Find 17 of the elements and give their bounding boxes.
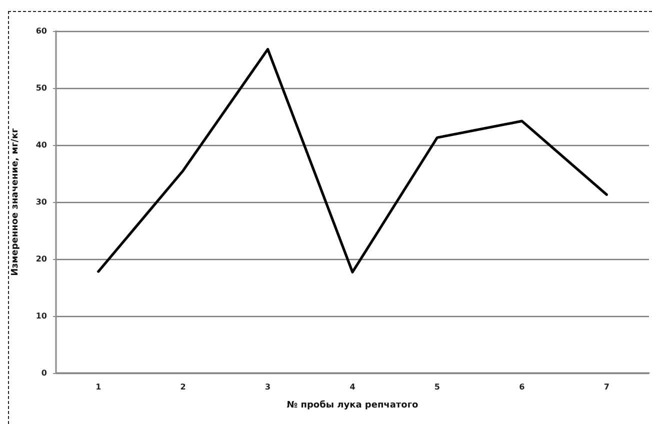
y-tick-label: 30	[36, 198, 48, 206]
x-tick-label: 3	[264, 382, 271, 392]
y-tick-label: 50	[36, 84, 48, 92]
x-tick-label: 2	[180, 382, 186, 392]
y-tick-label: 0	[41, 368, 48, 378]
x-tick-label: 1	[96, 382, 102, 392]
y-tick-label: 20	[36, 254, 48, 264]
line-series	[97, 48, 608, 274]
y-tick-label: 40	[36, 140, 48, 150]
y-tick-label: 60	[36, 26, 48, 36]
y-axis-title: Измеренное значение, мг/кг	[10, 128, 20, 276]
x-axis-title: № пробы лука репчатого	[286, 400, 418, 410]
x-tick-label: 6	[519, 382, 526, 392]
x-tick-label: 7	[604, 382, 610, 392]
y-tick-label: 10	[36, 312, 48, 320]
x-tick-label: 4	[350, 382, 356, 392]
x-tick-label: 5	[434, 382, 440, 392]
